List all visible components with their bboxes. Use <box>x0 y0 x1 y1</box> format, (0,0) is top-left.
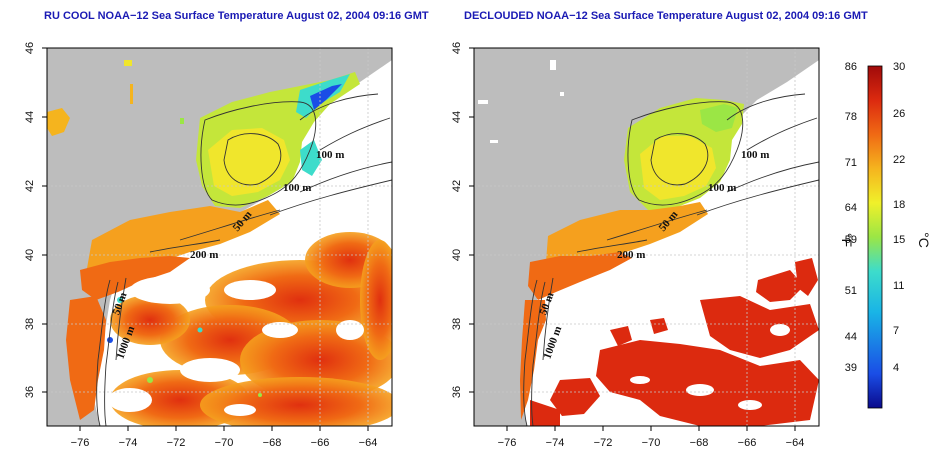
fahrenheit-tick: 71 <box>845 157 857 169</box>
lon-tick-label: −68 <box>263 437 282 449</box>
sst-inland-patch <box>180 118 184 124</box>
temperature-colorbar: 86 78 71 64 59 51 44 39 30 26 22 18 15 1… <box>839 61 932 409</box>
isobath-label: 100 m <box>708 182 736 194</box>
latitude-ticks: 46 44 42 40 38 36 <box>24 42 47 398</box>
isobath-label: 200 m <box>190 249 218 261</box>
lon-tick-label: −68 <box>690 437 709 449</box>
lakes <box>478 60 794 143</box>
celsius-tick: 4 <box>893 362 899 374</box>
no-data-gaps <box>630 324 790 410</box>
lon-tick-label: −72 <box>167 437 186 449</box>
fahrenheit-tick: 51 <box>845 285 857 297</box>
sst-coastal-water <box>520 300 546 420</box>
celsius-tick: 22 <box>893 154 905 166</box>
longitude-ticks: −76 −74 −72 −70 −68 −66 −64 <box>71 426 378 449</box>
lat-tick-label: 38 <box>24 318 36 330</box>
sst-warm-patch <box>208 128 290 196</box>
lon-tick-label: −66 <box>738 437 757 449</box>
longitude-ticks: −76 −74 −72 −70 −68 −66 −64 <box>498 426 805 449</box>
sst-cold-patch <box>300 140 322 176</box>
lon-tick-label: −70 <box>215 437 234 449</box>
latitude-ticks: 46 44 42 40 38 36 <box>451 42 474 398</box>
celsius-scale: 30 26 22 18 15 11 7 4 <box>893 61 905 374</box>
lat-tick-label: 44 <box>24 111 36 123</box>
lon-tick-label: −76 <box>71 437 90 449</box>
lon-tick-label: −74 <box>119 437 138 449</box>
celsius-unit-label: °C <box>916 232 932 248</box>
lat-tick-label: 36 <box>24 386 36 398</box>
bathymetry-contours <box>96 93 392 426</box>
lat-tick-label: 42 <box>24 180 36 192</box>
colorbar-gradient <box>867 65 883 409</box>
isobath-label: 100 m <box>316 149 344 161</box>
fahrenheit-tick: 44 <box>845 331 857 343</box>
fahrenheit-tick: 64 <box>845 202 857 214</box>
lat-tick-label: 38 <box>451 318 463 330</box>
fahrenheit-tick: 86 <box>845 61 857 73</box>
celsius-tick: 15 <box>893 234 905 246</box>
lon-tick-label: −70 <box>642 437 661 449</box>
lat-tick-label: 42 <box>451 180 463 192</box>
bathymetry-contours <box>523 93 819 426</box>
lon-tick-label: −76 <box>498 437 517 449</box>
left-sst-map: 100 m 100 m 50 m 200 m 50 m 1000 m <box>47 48 392 426</box>
right-map-frame <box>473 47 820 427</box>
left-axes: −76 −74 −72 −70 −68 −66 −64 46 44 42 40 … <box>24 42 377 449</box>
sst-shelf-band <box>528 252 632 300</box>
isobath-label: 100 m <box>741 149 769 161</box>
lat-tick-label: 46 <box>24 42 36 54</box>
sst-offshore-field <box>530 258 819 426</box>
lat-tick-label: 44 <box>451 111 463 123</box>
celsius-tick: 11 <box>893 280 904 292</box>
right-map-title: DECLOUDED NOAA−12 Sea Surface Temperatur… <box>464 10 868 22</box>
lat-tick-label: 36 <box>451 386 463 398</box>
celsius-tick: 30 <box>893 61 905 73</box>
fahrenheit-tick: 39 <box>845 362 857 374</box>
lon-tick-label: −72 <box>594 437 613 449</box>
lon-tick-label: −66 <box>311 437 330 449</box>
sst-inland-patch <box>130 84 133 104</box>
sst-warm-patch <box>640 136 716 200</box>
sst-shelf-band <box>546 202 708 272</box>
celsius-tick: 26 <box>893 108 905 120</box>
right-axes: −76 −74 −72 −70 −68 −66 −64 46 44 42 40 … <box>451 42 804 449</box>
lon-tick-label: −64 <box>359 437 378 449</box>
fahrenheit-tick: 78 <box>845 111 857 123</box>
sst-cold-patch <box>700 104 738 132</box>
left-map-title: RU COOL NOAA−12 Sea Surface Temperature … <box>44 10 429 22</box>
sst-offshore-field <box>104 232 392 426</box>
left-map-frame <box>46 47 393 427</box>
lat-tick-label: 40 <box>24 249 36 261</box>
celsius-tick: 7 <box>893 325 899 337</box>
celsius-tick: 18 <box>893 199 905 211</box>
lon-tick-label: −74 <box>546 437 565 449</box>
lon-tick-label: −64 <box>786 437 805 449</box>
lat-tick-label: 46 <box>451 42 463 54</box>
sst-inland-patch <box>124 60 132 66</box>
fahrenheit-tick: 59 <box>845 234 857 246</box>
isobath-label: 200 m <box>617 249 645 261</box>
sst-coastal-water <box>66 296 106 420</box>
fahrenheit-unit-label: °F <box>839 233 855 247</box>
sst-cold-core <box>310 84 342 110</box>
right-sst-map: 100 m 100 m 50 m 200 m 50 m 1000 m <box>474 48 819 426</box>
lat-tick-label: 40 <box>451 249 463 261</box>
isobath-label: 100 m <box>283 182 311 194</box>
sst-inland-patch <box>47 108 70 136</box>
fahrenheit-scale: 86 78 71 64 59 51 44 39 <box>845 61 857 374</box>
